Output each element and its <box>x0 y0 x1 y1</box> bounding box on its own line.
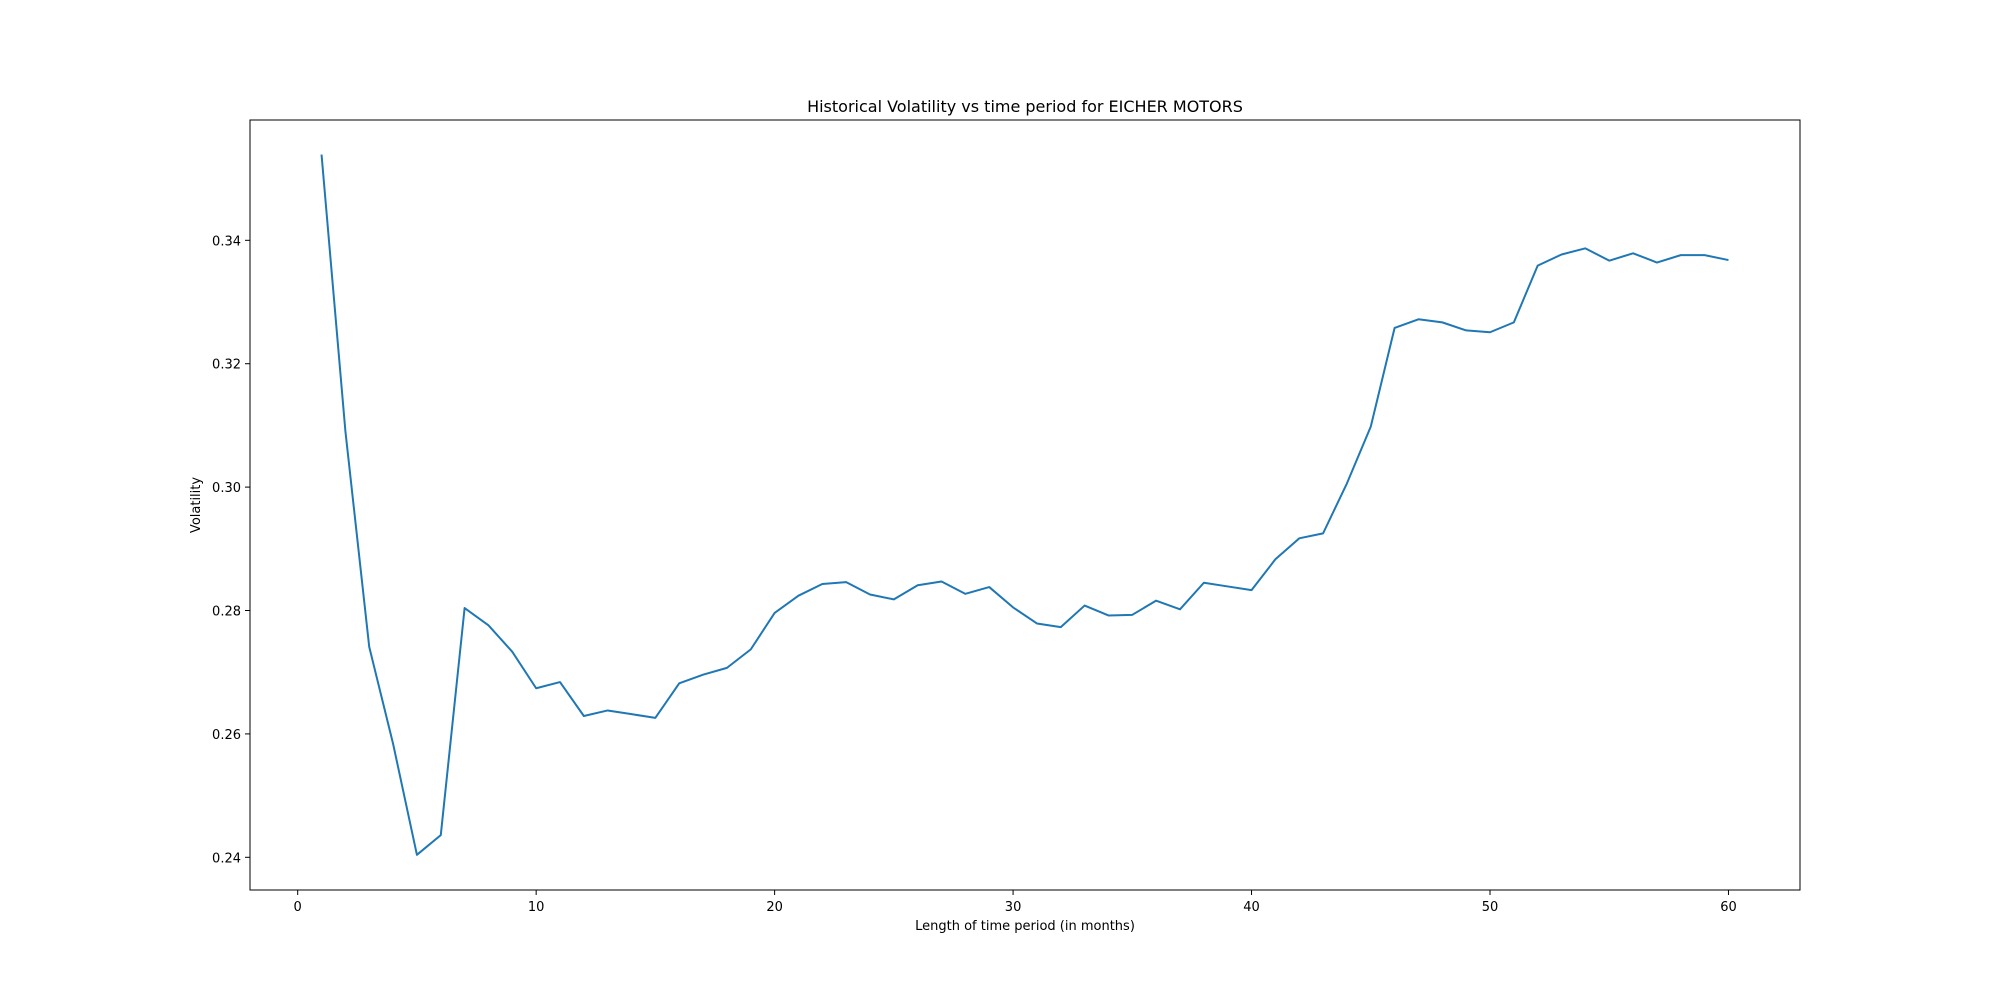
x-tick-label: 0 <box>294 900 302 915</box>
chart-title: Historical Volatility vs time period for… <box>807 97 1243 116</box>
x-axis-label: Length of time period (in months) <box>915 919 1135 934</box>
x-axis: 0 10 20 30 40 50 60 <box>294 890 1737 915</box>
x-tick-label: 50 <box>1482 900 1499 915</box>
y-tick-label: 0.24 <box>212 851 241 866</box>
y-tick-label: 0.32 <box>212 358 241 373</box>
y-axis-label: Volatility <box>189 477 204 533</box>
x-tick-label: 20 <box>766 900 783 915</box>
plot-area <box>320 154 1729 856</box>
y-tick-label: 0.30 <box>212 481 241 496</box>
y-axis: 0.24 0.26 0.28 0.30 0.32 0.34 <box>212 234 250 866</box>
x-tick-label: 30 <box>1005 900 1022 915</box>
y-tick-label: 0.26 <box>212 728 241 743</box>
plot-frame <box>249 119 1801 891</box>
x-tick-label: 40 <box>1243 900 1260 915</box>
series-line-0 <box>320 154 1729 856</box>
x-tick-label: 60 <box>1720 900 1737 915</box>
y-tick-label: 0.34 <box>212 234 241 249</box>
x-tick-label: 10 <box>528 900 545 915</box>
y-tick-label: 0.28 <box>212 605 241 620</box>
